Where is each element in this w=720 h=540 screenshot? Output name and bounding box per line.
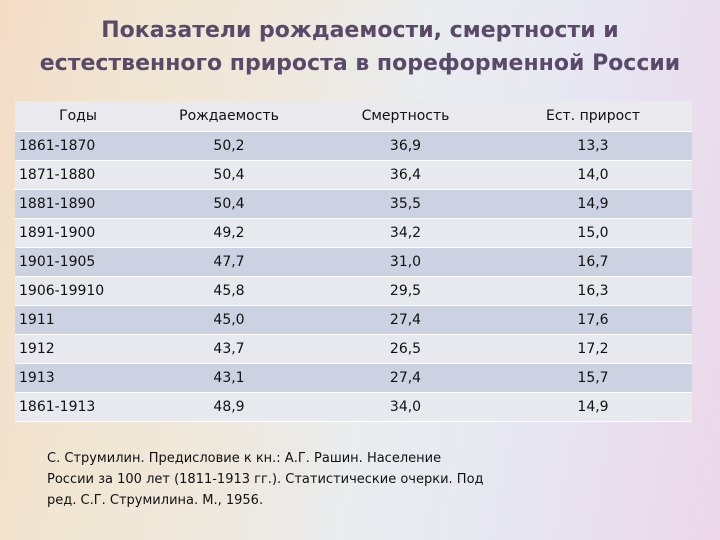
birth-rate-cell: 50,4	[141, 160, 317, 190]
table-row: 1891-1900 49,2 34,2 15,0	[15, 218, 692, 248]
table-row: 1901-1905 47,7 31,0 16,7	[15, 247, 692, 277]
slide-title-line-2: естественного прироста в пореформенной Р…	[39, 51, 681, 76]
natural-growth-cell: 14,0	[494, 160, 692, 190]
table-row: 1871-1880 50,4 36,4 14,0	[15, 160, 692, 190]
birth-rate-cell: 45,8	[141, 276, 317, 306]
years-cell: 1913	[15, 363, 141, 393]
death-rate-cell: 31,0	[317, 247, 494, 277]
column-header-natural-growth: Ест. прирост	[494, 101, 692, 132]
table-row: 1861-1913 48,9 34,0 14,9	[15, 392, 692, 422]
natural-growth-cell: 15,0	[494, 218, 692, 248]
birth-rate-cell: 48,9	[141, 392, 317, 422]
death-rate-cell: 36,4	[317, 160, 494, 190]
death-rate-cell: 29,5	[317, 276, 494, 306]
source-line-2: России за 100 лет (1811-1913 гг.). Стати…	[47, 472, 484, 487]
table-row: 1912 43,7 26,5 17,2	[15, 334, 692, 364]
birth-rate-cell: 43,7	[141, 334, 317, 364]
table-row: 1913 43,1 27,4 15,7	[15, 363, 692, 393]
years-cell: 1906-19910	[15, 276, 141, 306]
source-line-3: ред. С.Г. Струмилина. М., 1956.	[47, 493, 264, 508]
death-rate-cell: 27,4	[317, 363, 494, 393]
source-citation: С. Струмилин. Предисловие к кн.: А.Г. Ра…	[47, 448, 547, 511]
years-cell: 1861-1913	[15, 392, 141, 422]
column-header-death-rate: Смертность	[317, 101, 494, 132]
column-header-years: Годы	[15, 101, 141, 132]
natural-growth-cell: 17,6	[494, 305, 692, 335]
table-header-row: Годы Рождаемость Смертность Ест. прирост	[15, 101, 692, 132]
birth-rate-cell: 45,0	[141, 305, 317, 335]
years-cell: 1891-1900	[15, 218, 141, 248]
death-rate-cell: 34,2	[317, 218, 494, 248]
table-row: 1906-19910 45,8 29,5 16,3	[15, 276, 692, 306]
death-rate-cell: 27,4	[317, 305, 494, 335]
years-cell: 1901-1905	[15, 247, 141, 277]
years-cell: 1881-1890	[15, 189, 141, 219]
slide-title: Показатели рождаемости, смертности и ест…	[20, 14, 700, 80]
table-row: 1861-1870 50,2 36,9 13,3	[15, 131, 692, 161]
natural-growth-cell: 17,2	[494, 334, 692, 364]
demographics-table: Годы Рождаемость Смертность Ест. прирост…	[15, 101, 692, 422]
years-cell: 1871-1880	[15, 160, 141, 190]
years-cell: 1911	[15, 305, 141, 335]
natural-growth-cell: 14,9	[494, 189, 692, 219]
years-cell: 1912	[15, 334, 141, 364]
death-rate-cell: 26,5	[317, 334, 494, 364]
birth-rate-cell: 47,7	[141, 247, 317, 277]
years-cell: 1861-1870	[15, 131, 141, 161]
birth-rate-cell: 50,2	[141, 131, 317, 161]
natural-growth-cell: 16,3	[494, 276, 692, 306]
slide-title-line-1: Показатели рождаемости, смертности и	[101, 18, 619, 43]
natural-growth-cell: 13,3	[494, 131, 692, 161]
death-rate-cell: 34,0	[317, 392, 494, 422]
birth-rate-cell: 49,2	[141, 218, 317, 248]
death-rate-cell: 35,5	[317, 189, 494, 219]
death-rate-cell: 36,9	[317, 131, 494, 161]
birth-rate-cell: 50,4	[141, 189, 317, 219]
table-row: 1911 45,0 27,4 17,6	[15, 305, 692, 335]
table-row: 1881-1890 50,4 35,5 14,9	[15, 189, 692, 219]
column-header-birth-rate: Рождаемость	[141, 101, 317, 132]
birth-rate-cell: 43,1	[141, 363, 317, 393]
source-line-1: С. Струмилин. Предисловие к кн.: А.Г. Ра…	[47, 451, 442, 466]
natural-growth-cell: 14,9	[494, 392, 692, 422]
natural-growth-cell: 15,7	[494, 363, 692, 393]
natural-growth-cell: 16,7	[494, 247, 692, 277]
